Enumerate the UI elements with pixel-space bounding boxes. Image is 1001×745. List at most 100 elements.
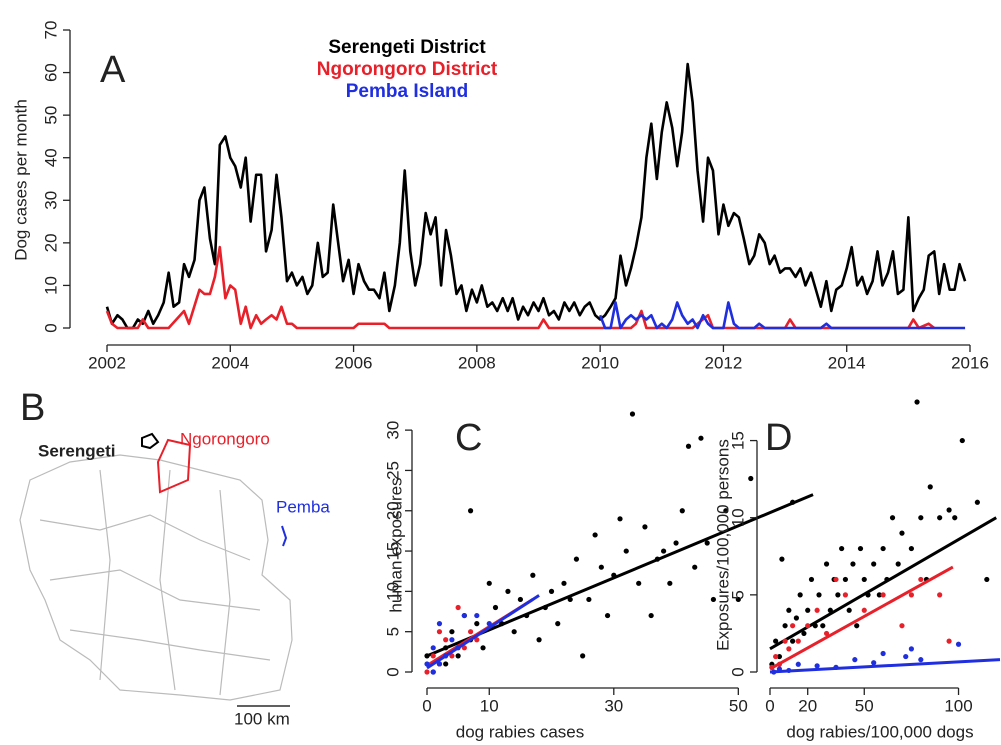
point xyxy=(636,580,642,586)
ngorongoro-outline xyxy=(156,438,192,494)
point xyxy=(673,540,679,546)
point xyxy=(530,572,536,578)
y-tick-label: 30 xyxy=(41,191,60,210)
y-tick-label: 50 xyxy=(41,106,60,125)
point xyxy=(430,645,436,651)
point xyxy=(908,592,914,598)
point xyxy=(871,561,877,567)
point xyxy=(850,561,856,567)
x-tick-label: 2010 xyxy=(581,353,619,372)
point xyxy=(474,621,480,627)
region-lines xyxy=(39,469,271,696)
point xyxy=(555,621,561,627)
point xyxy=(816,592,822,598)
point xyxy=(461,645,467,651)
point xyxy=(536,637,542,643)
y-tick-label: 10 xyxy=(728,508,747,527)
point xyxy=(430,653,436,659)
x-tick-label: 50 xyxy=(855,696,874,715)
point xyxy=(455,604,461,611)
point xyxy=(937,592,943,598)
point xyxy=(424,661,430,667)
series-line xyxy=(598,301,966,330)
point xyxy=(937,515,943,521)
panel-label: C xyxy=(455,417,482,459)
point xyxy=(779,556,785,562)
x-tick-label: 2004 xyxy=(211,353,249,372)
serengeti-outline xyxy=(141,432,160,450)
point xyxy=(871,660,877,666)
map-label: Pemba xyxy=(276,497,330,516)
point xyxy=(795,638,801,644)
point xyxy=(449,629,455,635)
point xyxy=(617,516,623,522)
point xyxy=(797,592,803,598)
point xyxy=(648,612,654,619)
point xyxy=(786,646,792,652)
point xyxy=(823,630,830,637)
point xyxy=(842,576,849,583)
point xyxy=(480,645,486,651)
point xyxy=(586,596,592,603)
point xyxy=(548,588,555,594)
point xyxy=(467,629,474,635)
series-line xyxy=(105,62,967,330)
map xyxy=(19,432,293,707)
point xyxy=(773,653,779,660)
point xyxy=(974,499,980,505)
point xyxy=(511,629,517,635)
y-tick-label: 5 xyxy=(728,590,747,599)
x-axis-label: dog rabies cases xyxy=(456,722,585,741)
point xyxy=(474,637,480,643)
point xyxy=(857,545,864,552)
point xyxy=(899,623,905,629)
point xyxy=(880,592,886,598)
point xyxy=(661,548,667,554)
point xyxy=(517,596,523,603)
point xyxy=(955,641,962,647)
point xyxy=(685,443,692,449)
point xyxy=(623,548,629,554)
point xyxy=(852,657,858,663)
x-tick-label: 2008 xyxy=(458,353,496,372)
x-tick-label: 30 xyxy=(604,696,623,715)
y-tick-label: 15 xyxy=(728,431,747,450)
fit-line xyxy=(426,493,814,658)
point xyxy=(984,576,990,583)
x-tick-label: 50 xyxy=(729,696,748,715)
x-tick-label: 2016 xyxy=(951,353,989,372)
point xyxy=(436,621,443,627)
x-tick-label: 2014 xyxy=(828,353,866,372)
point xyxy=(861,607,867,613)
point xyxy=(455,653,461,659)
point xyxy=(793,615,799,621)
point xyxy=(908,646,914,652)
point xyxy=(436,661,443,667)
point xyxy=(854,623,860,629)
point xyxy=(790,623,796,629)
point xyxy=(876,592,882,598)
y-tick-label: 30 xyxy=(383,421,402,440)
point xyxy=(861,576,867,583)
fit-line xyxy=(769,565,954,671)
point xyxy=(814,607,820,613)
point xyxy=(505,588,511,594)
point xyxy=(561,580,567,586)
point xyxy=(952,515,958,521)
point xyxy=(449,637,455,643)
scale-label: 100 km xyxy=(234,709,290,728)
y-tick-label: 40 xyxy=(41,148,60,167)
point xyxy=(835,592,841,598)
point xyxy=(604,612,611,619)
point xyxy=(903,653,909,660)
y-tick-label: 60 xyxy=(41,63,60,82)
point xyxy=(880,650,886,657)
point xyxy=(790,499,796,505)
point xyxy=(805,607,811,613)
legend-entry: Ngorongoro District xyxy=(317,59,498,80)
point xyxy=(899,530,905,536)
y-tick-label: 0 xyxy=(728,667,747,676)
point xyxy=(842,592,849,598)
point xyxy=(735,596,741,603)
point xyxy=(692,564,698,570)
